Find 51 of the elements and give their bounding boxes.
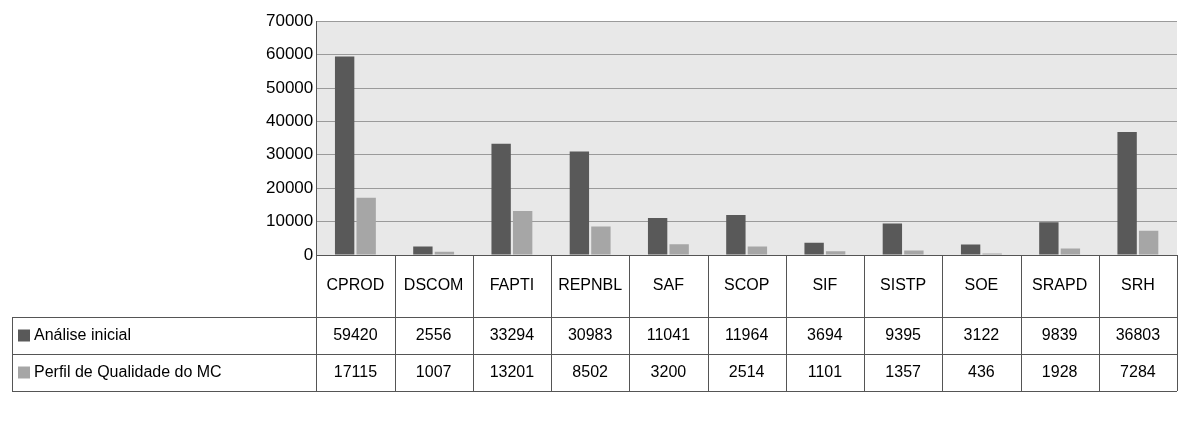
bar bbox=[591, 226, 611, 255]
bar bbox=[747, 246, 768, 255]
data-label: 2514 bbox=[728, 362, 765, 380]
data-label: 11964 bbox=[724, 325, 769, 343]
data-label: 1357 bbox=[885, 362, 922, 380]
data-label: 2556 bbox=[415, 325, 452, 343]
data-label: 36803 bbox=[1115, 325, 1161, 343]
bar bbox=[1138, 230, 1159, 255]
bar bbox=[825, 251, 846, 255]
x-tick-label: SRAPD bbox=[1032, 276, 1088, 294]
x-tick-label: REPNBL bbox=[558, 276, 623, 294]
x-tick-label: CPROD bbox=[326, 276, 385, 294]
data-label: 1007 bbox=[415, 362, 452, 380]
x-tick-label: SCOP bbox=[723, 276, 770, 294]
x-tick-label: FAPTI bbox=[489, 276, 535, 294]
data-label: 3200 bbox=[650, 362, 687, 380]
bar bbox=[434, 251, 455, 255]
y-tick-label: 70000 bbox=[265, 10, 314, 30]
x-tick-label: SAF bbox=[652, 276, 685, 294]
x-tick-label: SOE bbox=[964, 276, 999, 294]
data-label: 9395 bbox=[885, 325, 922, 343]
data-label: 33294 bbox=[489, 325, 535, 343]
legend-label: Perfil de Qualidade do MC bbox=[34, 362, 222, 380]
x-tick-label: SIF bbox=[812, 276, 838, 294]
x-tick-label: DSCOM bbox=[403, 276, 464, 294]
data-label: 436 bbox=[968, 362, 995, 380]
y-tick-label: 40000 bbox=[265, 111, 314, 131]
data-label: 13201 bbox=[489, 362, 535, 380]
x-tick-label: SISTP bbox=[880, 276, 927, 294]
data-label: 59420 bbox=[333, 325, 378, 343]
data-label: 1928 bbox=[1041, 362, 1078, 380]
y-tick-label: 20000 bbox=[265, 177, 314, 197]
data-label: 9839 bbox=[1041, 325, 1078, 343]
legend-label: Análise inicial bbox=[34, 325, 131, 343]
data-label: 1101 bbox=[807, 362, 843, 380]
y-tick-label: 0 bbox=[303, 244, 314, 264]
bar bbox=[904, 250, 924, 255]
data-label: 3122 bbox=[963, 325, 1000, 343]
data-label: 17115 bbox=[333, 362, 378, 380]
data-label: 3694 bbox=[807, 325, 843, 343]
bar bbox=[1060, 248, 1081, 255]
y-tick-label: 10000 bbox=[265, 211, 314, 231]
y-tick-label: 60000 bbox=[265, 44, 314, 64]
y-tick-label: 50000 bbox=[265, 77, 314, 97]
data-label: 7284 bbox=[1120, 362, 1156, 380]
data-label: 30983 bbox=[567, 325, 613, 343]
y-tick-label: 30000 bbox=[265, 144, 314, 164]
bar bbox=[669, 244, 689, 255]
data-label: 11041 bbox=[646, 325, 691, 343]
data-label: 8502 bbox=[572, 362, 609, 380]
x-tick-label: SRH bbox=[1120, 276, 1155, 294]
